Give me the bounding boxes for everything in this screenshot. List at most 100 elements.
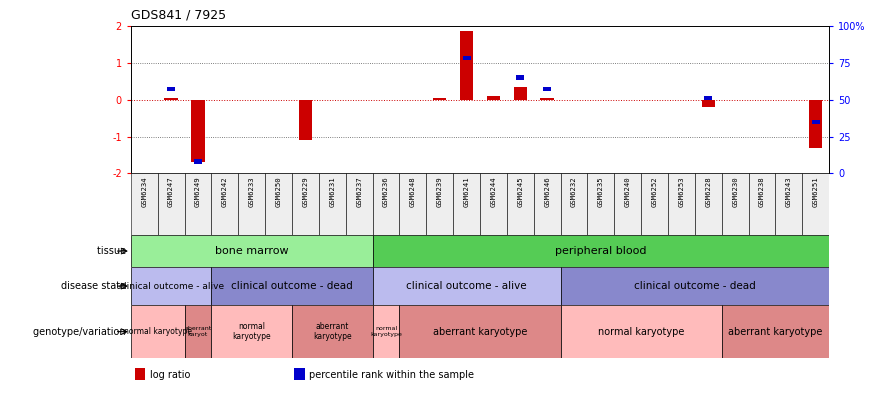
Text: clinical outcome - alive: clinical outcome - alive [407, 281, 527, 291]
Bar [560, 267, 829, 305]
Bar [372, 173, 400, 235]
Bar [135, 368, 146, 380]
Text: disease state: disease state [61, 281, 129, 291]
Text: clinical outcome - alive: clinical outcome - alive [118, 282, 224, 291]
Text: GSM6249: GSM6249 [195, 177, 201, 207]
Bar [299, 99, 312, 140]
Text: GSM6233: GSM6233 [248, 177, 255, 207]
Text: clinical outcome - dead: clinical outcome - dead [634, 281, 756, 291]
Text: GSM6237: GSM6237 [356, 177, 362, 207]
Bar [292, 173, 319, 235]
Bar [164, 98, 178, 99]
Bar [668, 173, 695, 235]
Text: GSM6245: GSM6245 [517, 177, 523, 207]
Text: GSM6247: GSM6247 [168, 177, 174, 207]
Bar [131, 235, 372, 267]
Text: normal karyotype: normal karyotype [598, 327, 684, 337]
Text: normal
karyotype: normal karyotype [232, 322, 271, 341]
Text: aberrant karyotype: aberrant karyotype [433, 327, 527, 337]
Bar [292, 305, 372, 358]
Bar [131, 173, 157, 235]
Bar [705, 96, 713, 100]
Bar [695, 173, 721, 235]
Bar [211, 305, 292, 358]
Bar [543, 87, 552, 91]
Text: GSM6243: GSM6243 [786, 177, 792, 207]
Text: aberrant
karyotype: aberrant karyotype [313, 322, 352, 341]
Text: GSM6241: GSM6241 [463, 177, 469, 207]
Text: clinical outcome - dead: clinical outcome - dead [231, 281, 353, 291]
Bar [534, 173, 560, 235]
Text: GSM6248: GSM6248 [410, 177, 415, 207]
Bar [803, 173, 829, 235]
Bar [294, 368, 305, 380]
Text: GSM6244: GSM6244 [491, 177, 497, 207]
Bar [131, 305, 185, 358]
Bar [507, 173, 534, 235]
Text: GSM6250: GSM6250 [276, 177, 282, 207]
Text: percentile rank within the sample: percentile rank within the sample [309, 369, 474, 379]
Text: GSM6234: GSM6234 [141, 177, 148, 207]
Text: GSM6253: GSM6253 [678, 177, 684, 207]
Text: GSM6231: GSM6231 [329, 177, 335, 207]
Bar [641, 173, 668, 235]
Text: GSM6242: GSM6242 [222, 177, 228, 207]
Text: GSM6240: GSM6240 [625, 177, 631, 207]
Bar [462, 56, 470, 61]
Text: GSM6228: GSM6228 [705, 177, 712, 207]
Text: GSM6251: GSM6251 [812, 177, 819, 207]
Bar [433, 98, 446, 99]
Bar [191, 99, 205, 162]
Bar [319, 173, 346, 235]
Bar [487, 96, 500, 99]
Bar [614, 173, 641, 235]
Bar [131, 267, 211, 305]
Text: GSM6230: GSM6230 [732, 177, 738, 207]
Bar [540, 98, 554, 99]
Bar [426, 173, 453, 235]
Bar [211, 267, 372, 305]
Bar [721, 305, 829, 358]
Text: normal karyotype: normal karyotype [124, 327, 192, 336]
Text: GSM6246: GSM6246 [545, 177, 550, 207]
Bar [194, 160, 202, 164]
Bar [453, 173, 480, 235]
Bar [721, 173, 749, 235]
Text: bone marrow: bone marrow [215, 246, 288, 256]
Bar [749, 173, 775, 235]
Bar [167, 87, 175, 91]
Text: aberrant karyotype: aberrant karyotype [728, 327, 823, 337]
Bar [809, 99, 822, 148]
Bar [265, 173, 292, 235]
Bar [400, 173, 426, 235]
Text: log ratio: log ratio [149, 369, 190, 379]
Bar [372, 305, 400, 358]
Bar [702, 99, 715, 107]
Bar [480, 173, 507, 235]
Text: GSM6236: GSM6236 [383, 177, 389, 207]
Text: tissue: tissue [97, 246, 129, 256]
Bar [560, 305, 721, 358]
Text: GSM6232: GSM6232 [571, 177, 577, 207]
Bar [372, 235, 829, 267]
Text: GSM6252: GSM6252 [652, 177, 658, 207]
Bar [157, 173, 185, 235]
Text: GSM6239: GSM6239 [437, 177, 443, 207]
Text: normal
karyotype: normal karyotype [370, 326, 402, 337]
Bar [514, 87, 527, 99]
Text: GSM6229: GSM6229 [302, 177, 309, 207]
Bar [516, 75, 524, 80]
Text: peripheral blood: peripheral blood [555, 246, 646, 256]
Bar [400, 305, 560, 358]
Bar [239, 173, 265, 235]
Bar [812, 120, 819, 124]
Bar [346, 173, 372, 235]
Bar [185, 305, 211, 358]
Text: aberrant
karyot: aberrant karyot [185, 326, 211, 337]
Bar [211, 173, 239, 235]
Bar [460, 31, 473, 99]
Bar [588, 173, 614, 235]
Bar [775, 173, 803, 235]
Bar [185, 173, 211, 235]
Bar [560, 173, 588, 235]
